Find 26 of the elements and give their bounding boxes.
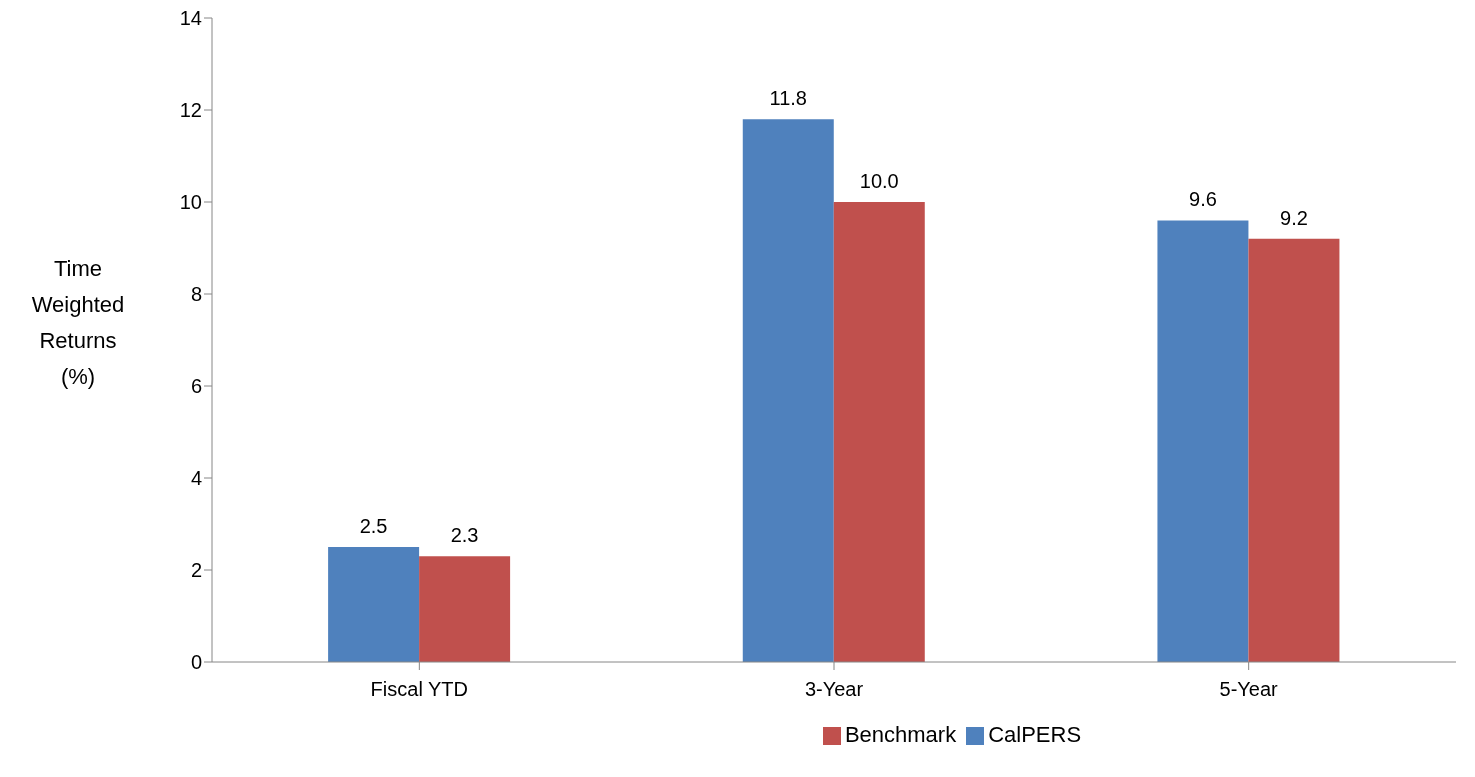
data-label: 9.2	[1280, 206, 1308, 229]
bar	[1248, 238, 1340, 662]
bar	[1157, 220, 1249, 662]
y-axis-title: Time Weighted Returns (%)	[31, 256, 125, 389]
x-tick-label: Fiscal YTD	[370, 678, 469, 701]
bar	[419, 556, 511, 662]
bar	[833, 202, 925, 662]
data-label: 2.5	[359, 515, 388, 537]
data-label: 10.0	[859, 170, 899, 192]
legend-label: CalPERS	[988, 722, 1082, 747]
bar	[742, 119, 834, 662]
y-tick-label: 14	[179, 7, 202, 30]
bar	[328, 547, 420, 662]
y-tick-label: 0	[190, 651, 202, 674]
y-tick-label: 8	[190, 283, 202, 306]
x-tick-label: 5-Year	[1219, 678, 1279, 701]
legend-label: Benchmark	[844, 722, 957, 747]
y-tick-label: 2	[190, 559, 202, 582]
y-tick-label: 10	[179, 191, 202, 214]
y-tick-label: 12	[179, 99, 202, 122]
data-label: 2.3	[450, 524, 479, 547]
data-label: 11.8	[769, 87, 807, 110]
data-label: 9.6	[1189, 188, 1217, 211]
x-tick-label: 3-Year	[804, 678, 864, 701]
y-tick-label: 6	[190, 375, 202, 398]
y-tick-label: 4	[190, 467, 202, 490]
